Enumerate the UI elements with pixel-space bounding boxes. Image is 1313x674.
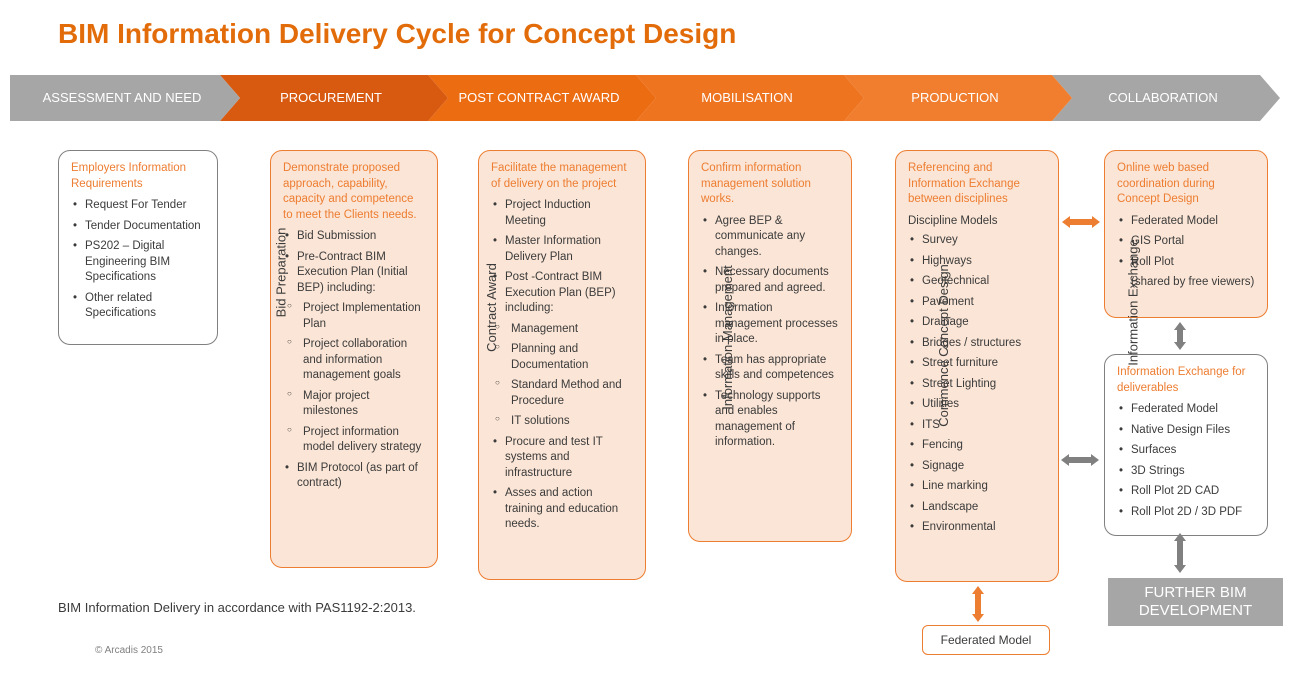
card-bullet: Utilities [908, 397, 1046, 413]
card-mobilisation: Confirm information management solution … [688, 150, 852, 542]
phase-chevron: COLLABORATION [1052, 75, 1260, 121]
card-bullet: Pre-Contract BIM Execution Plan (Initial… [283, 250, 425, 297]
card-heading: Confirm information management solution … [701, 161, 839, 208]
card-bullet: Pavement [908, 295, 1046, 311]
card-bullet: Other related Specifications [71, 291, 205, 322]
card-bullet: Landscape [908, 500, 1046, 516]
card-bullet: Bid Submission [283, 229, 425, 245]
card-bullet: Highways [908, 254, 1046, 270]
card-bullet: Drainage [908, 315, 1046, 331]
card-production: Referencing and Information Exchange bet… [895, 150, 1059, 582]
card-bullet: Survey [908, 233, 1046, 249]
card-bullet: Street furniture [908, 356, 1046, 372]
card-sub-bullet: Standard Method and Procedure [491, 378, 633, 409]
card-postcontract: Facilitate the management of delivery on… [478, 150, 646, 580]
vertical-phase-label: Information Management [720, 265, 735, 410]
double-arrow [1172, 533, 1188, 573]
footer-stdref: BIM Information Delivery in accordance w… [58, 600, 416, 615]
card-sub-bullet: IT solutions [491, 414, 633, 430]
card-procurement: Demonstrate proposed approach, capabilit… [270, 150, 438, 568]
card-bullet: Street Lighting [908, 377, 1046, 393]
card-bullet: Agree BEP & communicate any changes. [701, 214, 839, 261]
card-bullet: ITS [908, 418, 1046, 434]
card-sub-bullet: Planning and Documentation [491, 342, 633, 373]
card-heading: Employers Information Requirements [71, 161, 205, 192]
card-heading: Demonstrate proposed approach, capabilit… [283, 161, 425, 223]
double-arrow [1061, 452, 1099, 468]
footer-copyright: © Arcadis 2015 [95, 645, 163, 656]
phase-chevron-row: ASSESSMENT AND NEEDPROCUREMENTPOST CONTR… [10, 75, 1260, 121]
federated-model-box: Federated Model [922, 625, 1050, 655]
vertical-phase-label: Contract Award [484, 263, 499, 352]
card-heading: Online web based coordination during Con… [1117, 161, 1255, 208]
card-bullet: BIM Protocol (as part of contract) [283, 461, 425, 492]
card-bullet: Project Induction Meeting [491, 198, 633, 229]
card-bullet: Bridges / structures [908, 336, 1046, 352]
card-bullet: Post -Contract BIM Execution Plan (BEP) … [491, 270, 633, 317]
phase-chevron: MOBILISATION [636, 75, 844, 121]
phase-chevron: PROCUREMENT [220, 75, 428, 121]
phase-chevron: POST CONTRACT AWARD [428, 75, 636, 121]
card-bullet: Roll Plot 2D / 3D PDF [1117, 505, 1255, 521]
card-assessment: Employers Information Requirements Reques… [58, 150, 218, 345]
card-bullet: PS202 – Digital Engineering BIM Specific… [71, 239, 205, 286]
card-bullet: Environmental [908, 520, 1046, 536]
card-heading: Information Exchange for deliverables [1117, 365, 1255, 396]
card-bullet: Asses and action training and education … [491, 486, 633, 533]
further-bim-box: FURTHER BIM DEVELOPMENT [1108, 578, 1283, 626]
double-arrow [970, 586, 986, 622]
card-bullet: Request For Tender [71, 198, 205, 214]
double-arrow [1172, 322, 1188, 350]
card-bullet: Signage [908, 459, 1046, 475]
vertical-phase-label: Bid Preparation [273, 228, 288, 318]
vertical-phase-label: Commence Concept Design [936, 264, 951, 427]
phase-chevron: PRODUCTION [844, 75, 1052, 121]
card-sub-bullet: Project collaboration and information ma… [283, 337, 425, 384]
card-subheading: Discipline Models [908, 214, 1046, 230]
card-bullet: Procure and test IT systems and infrastr… [491, 435, 633, 482]
page-title: BIM Information Delivery Cycle for Conce… [58, 18, 736, 50]
card-heading: Referencing and Information Exchange bet… [908, 161, 1046, 208]
card-bullet: Native Design Files [1117, 423, 1255, 439]
card-sub-bullet: Project Implementation Plan [283, 301, 425, 332]
phase-chevron: ASSESSMENT AND NEED [10, 75, 220, 121]
card-sub-bullet: Major project milestones [283, 389, 425, 420]
card-bullet: Federated Model [1117, 214, 1255, 230]
card-bullet: Line marking [908, 479, 1046, 495]
card-bullet: Master Information Delivery Plan [491, 234, 633, 265]
card-bullet: Roll Plot 2D CAD [1117, 484, 1255, 500]
card-collab-bottom: Information Exchange for deliverables Fed… [1104, 354, 1268, 536]
double-arrow [1062, 214, 1100, 230]
card-bullet: Geotechnical [908, 274, 1046, 290]
card-bullet: 3D Strings [1117, 464, 1255, 480]
card-bullet: Fencing [908, 438, 1046, 454]
card-bullet: Federated Model [1117, 402, 1255, 418]
card-sub-bullet: Project information model delivery strat… [283, 425, 425, 456]
card-bullet: Surfaces [1117, 443, 1255, 459]
card-sub-bullet: Management [491, 322, 633, 338]
vertical-phase-label: Information Exchange [1126, 239, 1141, 365]
card-bullet: Tender Documentation [71, 219, 205, 235]
card-heading: Facilitate the management of delivery on… [491, 161, 633, 192]
